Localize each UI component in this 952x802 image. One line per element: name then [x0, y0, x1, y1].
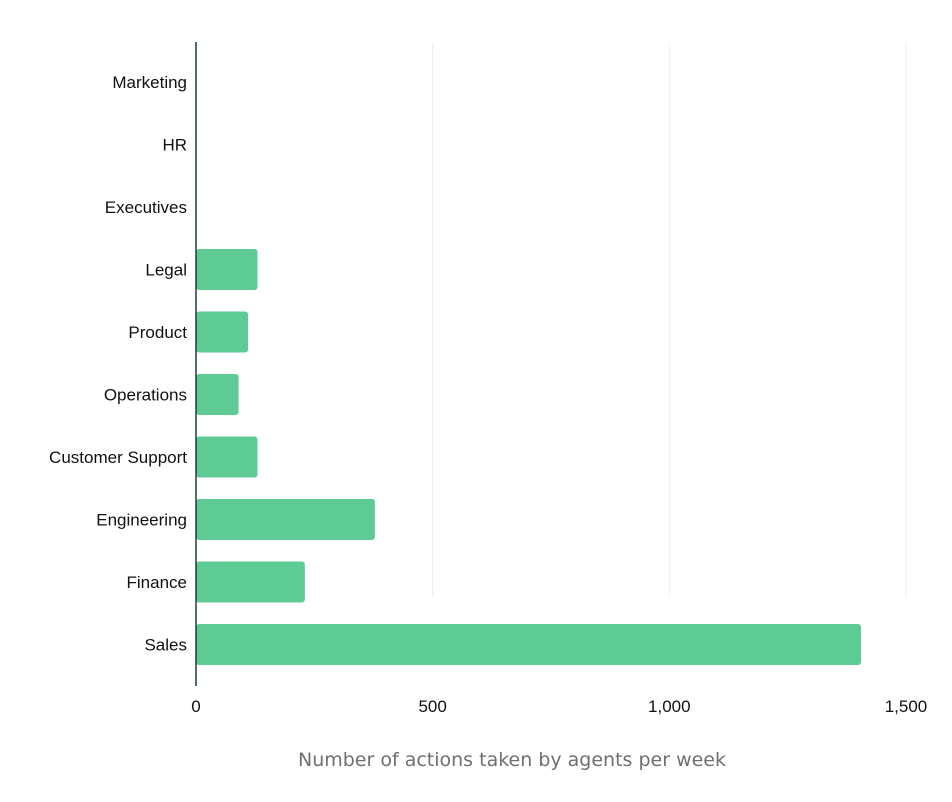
x-axis-title: Number of actions taken by agents per we…	[298, 749, 726, 771]
bar-operations	[196, 374, 239, 415]
category-label: Executives	[105, 198, 187, 217]
x-tick-label: 0	[191, 697, 200, 716]
category-label: HR	[162, 136, 187, 155]
category-labels: Marketing HR Executives Legal Product Operati…	[49, 73, 187, 655]
bar-engineering	[196, 499, 375, 540]
category-label: Finance	[127, 573, 187, 592]
category-label: Product	[128, 323, 187, 342]
category-label: Engineering	[96, 511, 187, 530]
bar-finance	[196, 561, 305, 603]
grid-lines	[432, 42, 907, 598]
category-label: Legal	[145, 261, 187, 280]
x-tick-labels: 0 500 1,000 1,500	[191, 697, 927, 716]
bar-sales	[196, 624, 862, 665]
bar-product	[196, 311, 249, 353]
category-label: Customer Support	[49, 448, 187, 467]
bars	[196, 249, 862, 665]
category-label: Sales	[144, 636, 187, 655]
category-label: Operations	[104, 386, 187, 405]
x-tick-label: 1,500	[885, 697, 928, 716]
bar-customer-support	[196, 436, 258, 478]
x-tick-label: 500	[418, 697, 446, 716]
bar-legal	[196, 249, 258, 290]
category-label: Marketing	[112, 73, 187, 92]
x-tick-label: 1,000	[648, 697, 691, 716]
